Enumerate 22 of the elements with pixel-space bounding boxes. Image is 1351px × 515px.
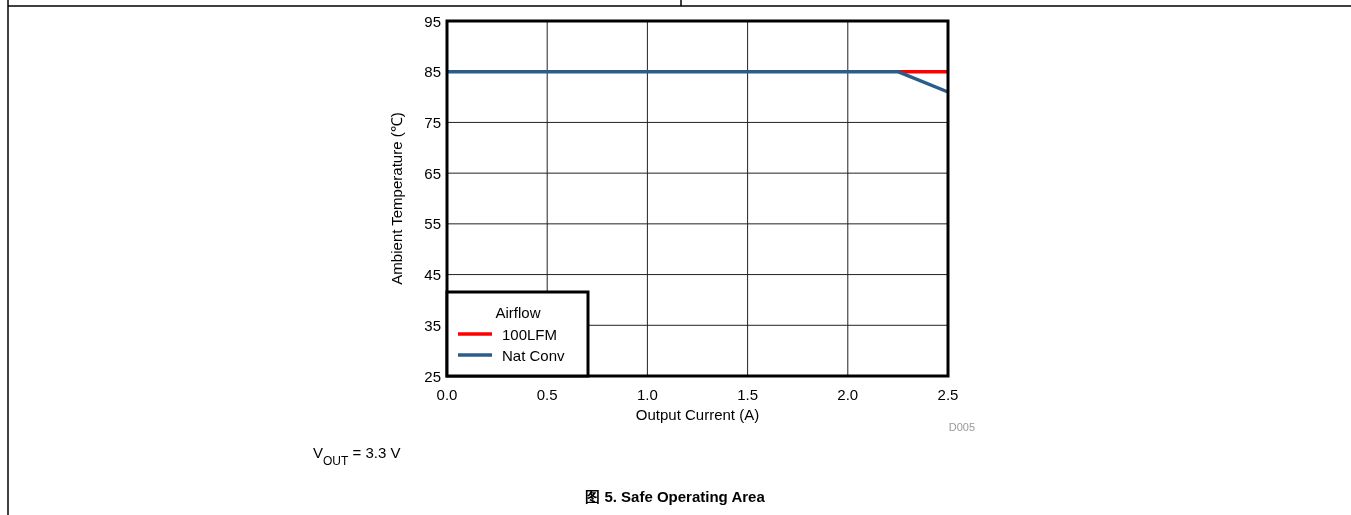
legend-label: 100LFM xyxy=(502,325,558,343)
x-tick-label: 0.0 xyxy=(436,386,458,403)
x-axis-title: Output Current (A) xyxy=(635,406,760,423)
x-tick-label: 0.5 xyxy=(536,386,558,403)
y-tick-label: 95 xyxy=(424,12,441,30)
x-tick-label: 2.5 xyxy=(937,386,959,403)
y-tick-label: 45 xyxy=(424,266,441,284)
legend-label: Nat Conv xyxy=(502,346,566,364)
y-tick-label: 55 xyxy=(424,215,441,233)
y-tick-label: 75 xyxy=(424,113,441,131)
x-tick-label: 2.0 xyxy=(837,386,859,403)
legend-title: Airflow xyxy=(495,304,541,321)
text: D005 xyxy=(948,421,975,433)
y-tick-label: 25 xyxy=(424,367,441,385)
y-tick-label: 85 xyxy=(424,63,441,81)
y-axis-title: Ambient Temperature (℃) xyxy=(388,112,405,285)
x-tick-label: 1.0 xyxy=(636,386,658,403)
text: V$_{OUT}$ = 3.3 V xyxy=(313,444,401,468)
text: 图 5. Safe Operating Area xyxy=(585,488,766,505)
y-tick-label: 35 xyxy=(424,316,441,334)
y-tick-label: 65 xyxy=(424,164,441,182)
x-tick-label: 1.5 xyxy=(737,386,759,403)
